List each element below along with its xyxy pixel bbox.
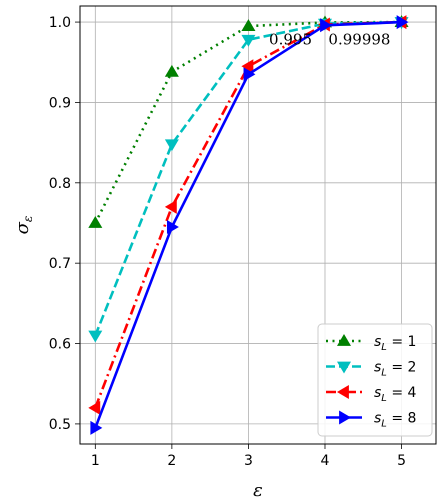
legend-label-main: s — [374, 385, 381, 401]
axis-ticks: 1 2 3 4 5 0.5 0.6 0.7 0.8 0.9 1.0 — [49, 15, 406, 469]
legend-label-rest: = 4 — [387, 385, 417, 401]
data-point-marker — [337, 334, 351, 346]
series-line — [90, 15, 409, 435]
y-axis-title-sub: ε — [21, 216, 35, 222]
annotations: 0.995 0.99998 — [269, 31, 390, 49]
x-tick-label: 3 — [244, 453, 253, 469]
data-point-marker — [164, 64, 179, 77]
legend: sL = 1sL = 2sL = 4sL = 8 — [317, 323, 433, 437]
legend-label: sL = 2 — [374, 360, 416, 379]
data-point-marker — [88, 215, 103, 228]
plot-area-frame — [79, 5, 437, 445]
legend-label-main: s — [374, 334, 381, 350]
data-point-marker — [241, 34, 256, 47]
legend-label: sL = 4 — [374, 385, 417, 404]
legend-entry: sL = 8 — [326, 410, 416, 430]
y-tick-label: 0.9 — [49, 95, 71, 111]
data-point-marker — [241, 59, 254, 74]
legend-label: sL = 8 — [374, 411, 416, 430]
legend-box — [317, 323, 433, 437]
data-point-marker — [337, 385, 349, 399]
data-annotation: 0.995 — [269, 31, 312, 49]
series-layer — [88, 15, 409, 435]
x-axis-title: ε — [253, 480, 263, 501]
x-tick-label: 4 — [321, 453, 330, 469]
data-point-marker — [337, 361, 351, 374]
legend-label: sL = 1 — [374, 334, 416, 353]
y-tick-label: 0.7 — [49, 256, 71, 272]
legend-label-rest: = 1 — [387, 334, 417, 350]
data-point-marker — [241, 19, 256, 31]
grid — [80, 6, 436, 444]
y-axis-title-main: σ — [12, 221, 33, 234]
legend-entry: sL = 1 — [326, 334, 416, 353]
x-tick-label: 2 — [167, 453, 176, 469]
data-point-marker — [90, 420, 103, 435]
data-point-marker — [88, 330, 103, 343]
data-point-marker — [88, 400, 101, 415]
y-tick-label: 0.8 — [49, 176, 71, 192]
data-point-marker — [320, 18, 332, 33]
legend-entry: sL = 4 — [326, 385, 417, 404]
legend-entry: sL = 2 — [326, 360, 416, 379]
legend-label-sub: L — [381, 419, 387, 430]
data-point-marker — [243, 67, 256, 82]
legend-label-sub: L — [381, 393, 387, 404]
data-point-marker — [339, 410, 351, 425]
y-tick-label: 0.6 — [49, 337, 71, 353]
data-point-marker — [164, 139, 179, 152]
y-tick-label: 1.0 — [49, 15, 71, 31]
legend-label-main: s — [374, 360, 381, 376]
data-point-marker — [166, 220, 179, 235]
legend-label-rest: = 2 — [387, 360, 417, 376]
x-tick-label: 5 — [397, 453, 406, 469]
series-path — [94, 20, 402, 336]
data-point-marker — [396, 15, 409, 30]
legend-label-main: s — [374, 411, 381, 427]
y-tick-label: 0.5 — [49, 417, 71, 433]
legend-label-sub: L — [381, 368, 387, 379]
data-annotation: 0.99998 — [328, 31, 390, 49]
y-axis-title: σε — [12, 216, 35, 235]
legend-label-rest: = 8 — [387, 411, 417, 427]
data-point-marker — [164, 199, 177, 214]
x-tick-label: 1 — [91, 453, 100, 469]
legend-label-sub: L — [381, 342, 387, 353]
